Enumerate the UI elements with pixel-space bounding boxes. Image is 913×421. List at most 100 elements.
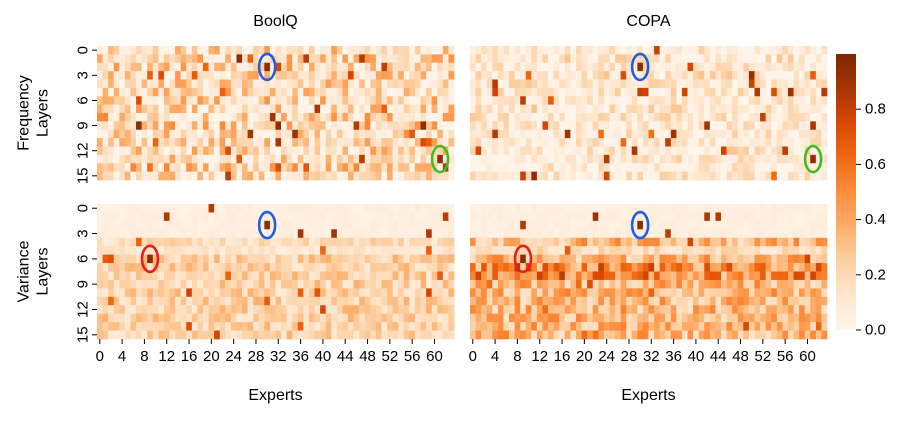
heatmap-cell [681, 104, 688, 114]
heatmap-cell [208, 271, 215, 281]
heatmap-cell [370, 288, 377, 298]
heatmap-cell [810, 163, 817, 172]
heatmap-cell [754, 96, 761, 105]
heatmap-cell [570, 54, 577, 64]
heatmap-cell [364, 163, 371, 172]
heatmap-cell [331, 54, 338, 64]
heatmap-cell [681, 330, 688, 340]
heatmap-cell [331, 254, 338, 264]
heatmap-cell [342, 146, 349, 156]
heatmap-cell [442, 263, 449, 272]
heatmap-cell [331, 330, 338, 340]
heatmap-cell [782, 313, 789, 323]
heatmap-cell [303, 305, 310, 315]
heatmap-cell [642, 322, 649, 331]
heatmap-cell [670, 87, 677, 97]
heatmap-cell [721, 146, 727, 156]
heatmap-cell [258, 138, 265, 147]
heatmap-cell [292, 229, 299, 239]
heatmap-cell [197, 71, 204, 80]
heatmap-cell [247, 263, 254, 272]
heatmap-cell [559, 322, 566, 331]
heatmap-cell [420, 254, 427, 264]
heatmap-cell [570, 79, 577, 89]
heatmap-cell [760, 279, 766, 289]
heatmap-cell [481, 279, 488, 289]
heatmap-cell [598, 121, 605, 131]
heatmap-cell [353, 96, 360, 105]
heatmap-cell [626, 87, 633, 97]
heatmap-cell [208, 129, 215, 139]
heatmap-cell [269, 129, 276, 139]
heatmap-cell [743, 271, 750, 281]
heatmap-cell [381, 246, 388, 255]
heatmap-cell [598, 220, 605, 230]
heatmap-cell [202, 212, 209, 222]
heatmap-cell [275, 212, 282, 222]
heatmap-cell [648, 171, 655, 181]
heatmap-cell [281, 87, 288, 97]
heatmap-cell [387, 237, 393, 247]
heatmap-cell [124, 271, 131, 281]
heatmap-cell [147, 296, 154, 306]
heatmap-cell [124, 237, 131, 247]
heatmap-cell [564, 146, 571, 156]
heatmap-cell [175, 322, 182, 331]
heatmap-cell [486, 138, 493, 147]
heatmap-cell [481, 263, 488, 272]
heatmap-cell [492, 246, 499, 255]
heatmap-cell [225, 46, 232, 55]
heatmap-cell [342, 237, 349, 247]
heatmap-cell [559, 229, 566, 239]
heatmap-cell [787, 288, 794, 298]
heatmap-cell [214, 330, 221, 340]
heatmap-cell [676, 104, 683, 114]
heatmap-cell [542, 171, 549, 181]
heatmap-cell [486, 296, 493, 306]
heatmap-cell [292, 46, 299, 55]
heatmap-cell [242, 163, 248, 172]
heatmap-cell [609, 129, 616, 139]
heatmap-cell [303, 171, 310, 181]
heatmap-cell [426, 279, 433, 289]
heatmap-cell [592, 279, 599, 289]
heatmap-cell [548, 79, 555, 89]
heatmap-cell [648, 229, 655, 239]
heatmap-cell [787, 62, 794, 72]
heatmap-cell [609, 87, 616, 97]
heatmap-cell [308, 146, 315, 156]
highlight-circle [630, 52, 650, 82]
heatmap-cell [542, 330, 549, 340]
heatmap-cell [303, 288, 310, 298]
heatmap-cell [387, 62, 393, 72]
heatmap-cell [247, 163, 254, 172]
heatmap-cell [765, 104, 772, 114]
heatmap-cell [481, 54, 488, 64]
heatmap-cell [325, 313, 332, 323]
heatmap-cell [136, 237, 142, 247]
heatmap-cell [169, 54, 176, 64]
heatmap-cell [615, 229, 621, 239]
heatmap-cell [525, 237, 532, 247]
heatmap-cell [570, 138, 577, 147]
heatmap-cell [431, 204, 438, 213]
heatmap-cell [320, 288, 327, 298]
heatmap-cell [815, 288, 822, 298]
heatmap-cell [765, 71, 772, 80]
heatmap-cell [804, 220, 811, 230]
heatmap-cell [754, 79, 761, 89]
heatmap-cell [225, 271, 232, 281]
heatmap-cell [442, 322, 449, 331]
heatmap-cell [776, 121, 783, 131]
heatmap-cell [108, 113, 115, 122]
heatmap-cell [575, 104, 582, 114]
heatmap-cell [214, 313, 221, 323]
heatmap-cell [152, 271, 159, 281]
heatmap-cell [670, 237, 677, 247]
heatmap-cell [197, 138, 204, 147]
heatmap-cell [442, 204, 449, 213]
heatmap-cell [359, 246, 366, 255]
heatmap-cell [119, 237, 126, 247]
heatmap-cell [748, 212, 755, 222]
heatmap-cell [626, 322, 633, 331]
